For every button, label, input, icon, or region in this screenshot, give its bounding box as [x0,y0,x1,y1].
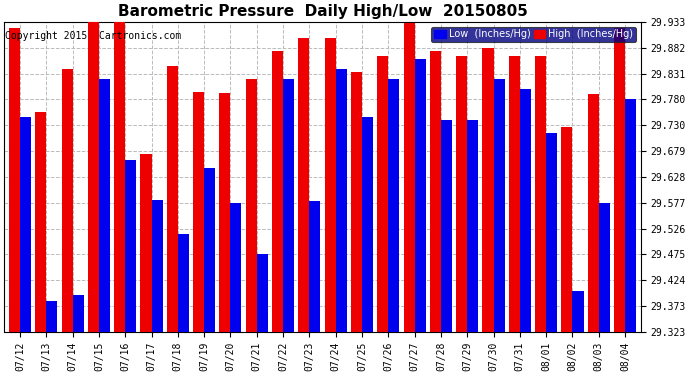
Bar [61,69,72,332]
Bar [324,39,335,332]
Bar [625,99,636,332]
Text: Copyright 2015  Cartronics.com: Copyright 2015 Cartronics.com [6,31,181,41]
Bar [430,51,441,332]
Bar [482,48,493,332]
Bar [219,93,230,332]
Bar [573,291,584,332]
Bar [20,117,31,332]
Bar [204,168,215,332]
Bar [509,56,520,332]
Bar [456,56,467,332]
Bar [272,51,283,332]
Bar [114,10,125,332]
Bar [298,39,309,332]
Bar [377,56,388,332]
Bar [283,79,294,332]
Bar [125,160,136,332]
Bar [152,200,163,332]
Bar [546,132,558,332]
Bar [257,255,268,332]
Bar [335,69,346,332]
Bar [404,23,415,332]
Bar [9,28,20,332]
Bar [35,112,46,332]
Bar [362,117,373,332]
Bar [88,10,99,332]
Bar [46,301,57,332]
Bar [230,202,241,332]
Bar [562,128,573,332]
Bar [178,234,189,332]
Bar [193,92,204,332]
Bar [467,120,478,332]
Bar [246,79,257,332]
Bar [388,79,400,332]
Bar [351,72,362,332]
Bar [599,202,610,332]
Bar [520,89,531,332]
Bar [309,201,320,332]
Bar [493,79,504,332]
Bar [141,154,152,332]
Bar [441,120,452,332]
Bar [535,56,546,332]
Bar [72,295,83,332]
Title: Barometric Pressure  Daily High/Low  20150805: Barometric Pressure Daily High/Low 20150… [117,4,527,19]
Bar [167,66,178,332]
Bar [415,59,426,332]
Bar [99,79,110,332]
Legend: Low  (Inches/Hg), High  (Inches/Hg): Low (Inches/Hg), High (Inches/Hg) [431,27,636,42]
Bar [588,94,599,332]
Bar [614,28,625,332]
